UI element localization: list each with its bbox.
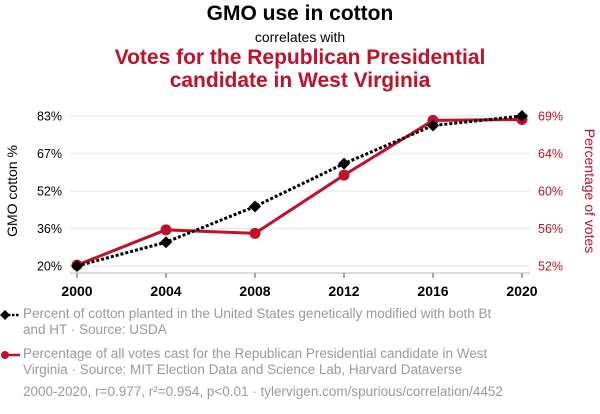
y-right-tick-label: 52% — [538, 260, 563, 274]
gridlines — [70, 115, 530, 267]
series-layer — [71, 110, 528, 272]
series-gmo-cotton-line — [76, 114, 523, 268]
series-gmo-cotton-point — [160, 236, 172, 249]
y-right-tick-label: 60% — [538, 185, 563, 199]
y-axis-left-label: GMO cotton % — [4, 145, 20, 237]
y-right-tick-label: 64% — [538, 147, 563, 161]
y-axis-right-label: Percentage of votes — [582, 129, 598, 254]
y-axis-left: 20% 36% 52% 67% 83% — [37, 110, 62, 274]
x-tick-label: 2012 — [328, 283, 359, 299]
series-gmo-cotton-point — [249, 200, 261, 213]
chart-title-secondary-line1: Votes for the Republican Presidential — [114, 46, 486, 69]
series-wv-votes-point — [249, 227, 261, 239]
legend-marker-circle-solid-icon — [1, 351, 20, 359]
series-gmo-cotton-point — [338, 157, 350, 170]
series-gmo-cotton-point — [71, 260, 83, 272]
legend-item-gmo-line2: and HT · Source: USDA — [23, 322, 167, 337]
series-gmo-cotton-point — [516, 110, 528, 122]
series-wv-votes-point — [160, 224, 172, 236]
chart-subtitle: correlates with — [254, 29, 346, 45]
legend-marker-diamond-dotted-icon — [0, 310, 20, 320]
footer-stats: 2000-2020, r=0.977, r²=0.954, p<0.01 · t… — [23, 384, 503, 399]
legend-item-wv-line1: Percentage of all votes cast for the Rep… — [23, 346, 488, 361]
x-tick-label: 2016 — [417, 283, 448, 299]
x-tick-label: 2008 — [239, 283, 270, 299]
x-tick-label: 2020 — [506, 283, 537, 299]
legend-item-gmo-line1: Percent of cotton planted in the United … — [23, 306, 492, 321]
legend-item-wv-votes: Percentage of all votes cast for the Rep… — [23, 346, 543, 378]
series-wv-votes-line — [76, 118, 523, 267]
legend-item-gmo-cotton: Percent of cotton planted in the United … — [23, 306, 543, 338]
legend-item-wv-line2: Virginia · Source: MIT Election Data and… — [23, 362, 463, 377]
x-tick-label: 2000 — [61, 283, 92, 299]
y-right-tick-label: 69% — [538, 110, 563, 124]
x-axis: 2000 2004 2008 2012 2016 2020 — [61, 272, 538, 299]
chart-title-secondary-line2: candidate in West Virginia — [169, 69, 431, 92]
series-wv-votes-point — [338, 169, 350, 181]
y-axis-right: 52% 56% 60% 64% 69% — [538, 110, 563, 274]
y-left-tick-label: 67% — [37, 147, 62, 161]
y-left-tick-label: 83% — [37, 110, 62, 124]
y-right-tick-label: 56% — [538, 222, 563, 236]
x-tick-label: 2004 — [150, 283, 181, 299]
chart-plot: 2000 2004 2008 2012 2016 2020 20% 36% 52% 67% 83%… — [4, 110, 598, 300]
chart-title: GMO use in cotton — [206, 2, 394, 25]
series-gmo-cotton-point — [427, 119, 439, 132]
y-left-tick-label: 52% — [37, 185, 62, 199]
y-left-tick-label: 20% — [37, 260, 62, 274]
chart-title-secondary: Votes for the Republican Presidential ca… — [0, 46, 600, 92]
y-left-tick-label: 36% — [37, 222, 62, 236]
